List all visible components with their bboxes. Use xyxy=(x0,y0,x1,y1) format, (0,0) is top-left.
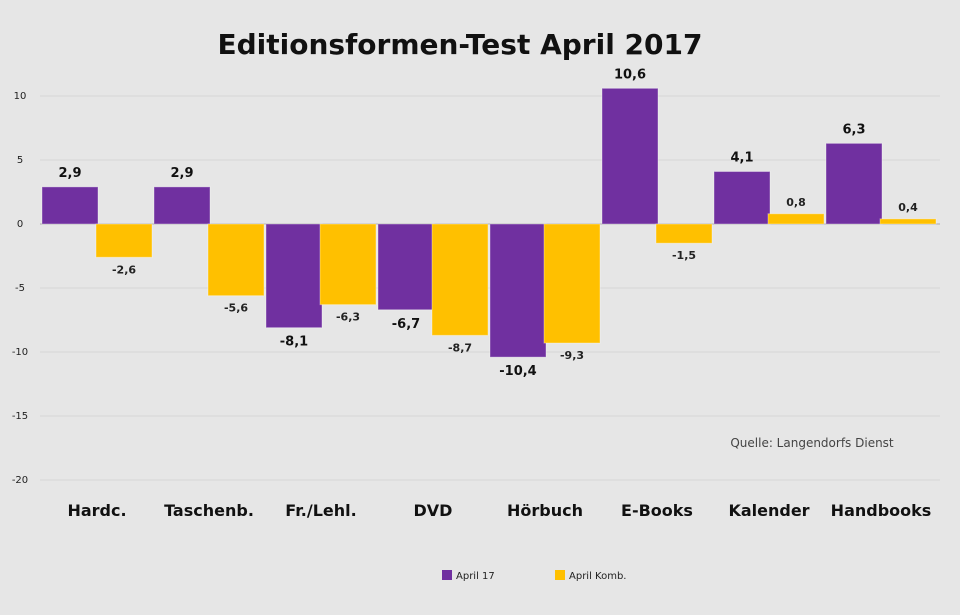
bar-april-17 xyxy=(489,223,547,358)
bar-april-17 xyxy=(153,186,211,225)
data-label: 10,6 xyxy=(614,67,646,82)
bar-april-komb xyxy=(543,223,601,344)
bar-april-komb xyxy=(767,213,825,225)
legend-swatch xyxy=(442,570,452,580)
category-label: Hörbuch xyxy=(507,501,583,520)
category-label: Taschenb. xyxy=(164,501,254,520)
y-tick-label: -15 xyxy=(12,411,28,422)
bar-april-17 xyxy=(825,142,883,225)
data-label: -2,6 xyxy=(112,263,136,276)
data-label: 6,3 xyxy=(842,122,865,137)
bar-april-17 xyxy=(601,87,659,225)
category-label: E-Books xyxy=(621,501,693,520)
data-label: 0,8 xyxy=(786,196,806,209)
bar-april-komb xyxy=(207,223,265,297)
data-labels: 2,9 -2,6 2,9 -5,6 -8,1 -6,3 -6,7 -8,7 -10,4 -9,3 1… xyxy=(58,67,918,379)
y-tick-label: -20 xyxy=(12,475,28,486)
category-label: Kalender xyxy=(728,501,809,520)
y-tick-label: -10 xyxy=(12,347,28,358)
data-label: -8,1 xyxy=(280,335,308,350)
y-axis-ticks: 10 5 0 -5 -10 -15 -20 xyxy=(12,91,28,486)
bar-april-17 xyxy=(713,171,771,225)
data-label: -6,7 xyxy=(392,317,420,332)
data-label: 4,1 xyxy=(730,151,753,166)
y-tick-label: -5 xyxy=(15,283,25,294)
bar-april-17 xyxy=(265,223,323,329)
legend-label: April 17 xyxy=(456,571,495,582)
bars xyxy=(41,87,937,358)
bar-april-komb xyxy=(95,223,153,258)
bar-april-komb xyxy=(319,223,377,306)
data-label: 2,9 xyxy=(170,166,193,181)
category-label: Hardc. xyxy=(67,501,126,520)
legend-label: April Komb. xyxy=(569,571,626,582)
data-label: -10,4 xyxy=(499,364,536,379)
bar-april-komb xyxy=(879,218,937,225)
source-note: Quelle: Langendorfs Dienst xyxy=(730,436,894,450)
x-axis-categories: Hardc. Taschenb. Fr./Lehl. DVD Hörbuch E-Book… xyxy=(67,501,931,520)
y-tick-label: 0 xyxy=(17,219,23,230)
legend-swatch xyxy=(555,570,565,580)
data-label: 0,4 xyxy=(898,201,918,214)
bar-april-komb xyxy=(431,223,489,336)
data-label: -5,6 xyxy=(224,302,248,315)
data-label: -8,7 xyxy=(448,341,472,354)
y-tick-label: 5 xyxy=(17,155,23,166)
bar-april-17 xyxy=(41,186,99,225)
data-label: -9,3 xyxy=(560,349,584,362)
legend: April 17 April Komb. xyxy=(442,570,626,582)
bar-april-17 xyxy=(377,223,435,311)
data-label: -1,5 xyxy=(672,249,696,262)
category-label: DVD xyxy=(414,501,453,520)
category-label: Fr./Lehl. xyxy=(285,501,356,520)
y-tick-label: 10 xyxy=(14,91,27,102)
chart-title: Editionsformen-Test April 2017 xyxy=(218,28,703,61)
bar-april-komb xyxy=(655,223,713,244)
data-label: -6,3 xyxy=(336,311,360,324)
data-label: 2,9 xyxy=(58,166,81,181)
category-label: Handbooks xyxy=(831,501,932,520)
